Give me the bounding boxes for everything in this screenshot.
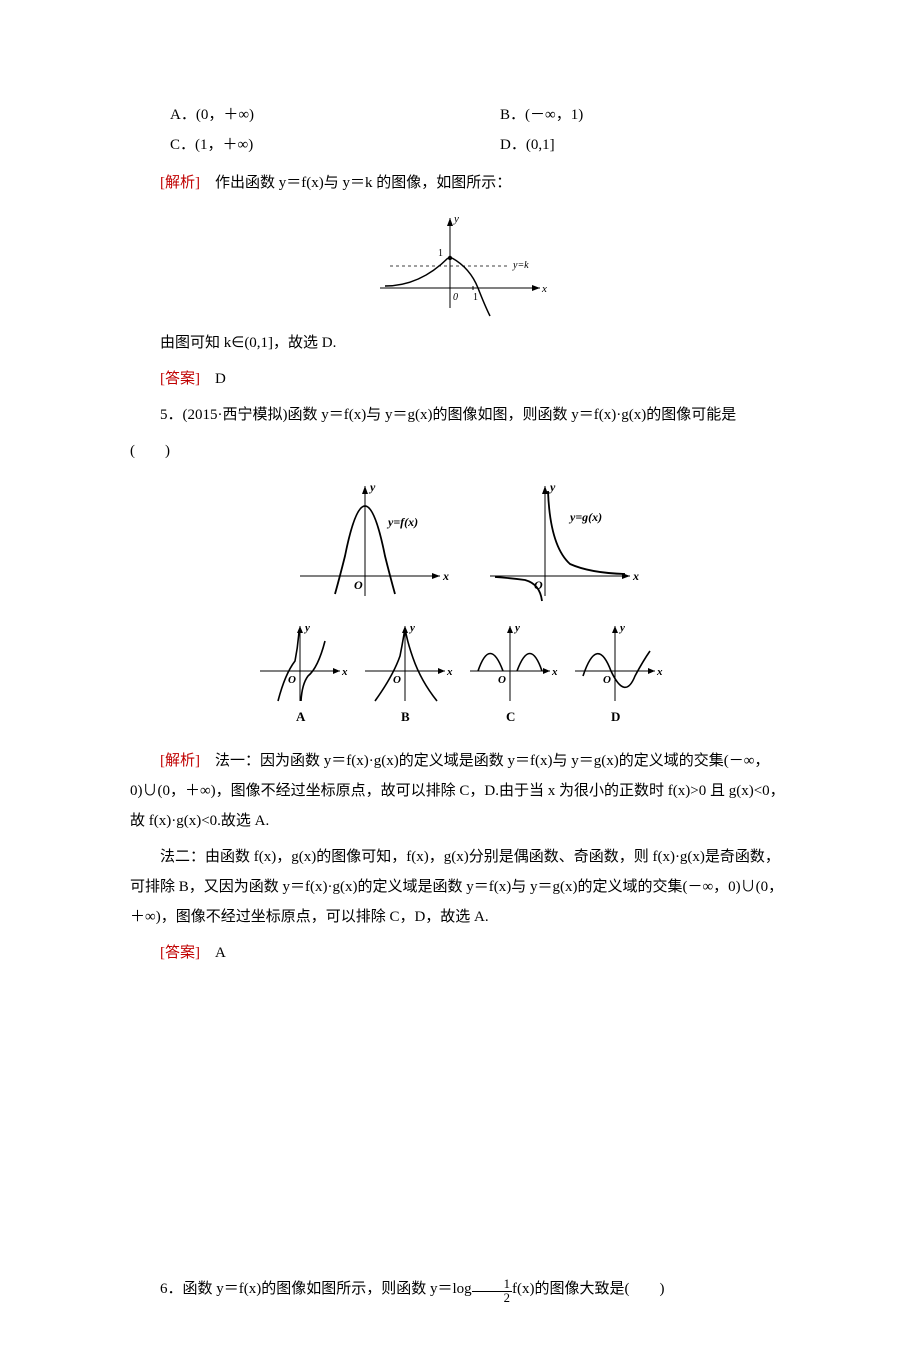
- q5t-x1: x: [442, 569, 449, 583]
- q5-stem: 5．(2015·西宁模拟)函数 y＝f(x)与 y＝g(x)的图像如图，则函数 …: [130, 400, 790, 430]
- q5o-D: D: [611, 709, 620, 724]
- q5-answer-value: A: [200, 945, 226, 961]
- q5o-xA: x: [341, 666, 348, 678]
- q5-mid: )函数 y＝f(x)与 y＝g(x)的图像如图，则函数 y＝f(x)·g(x)的…: [283, 407, 737, 423]
- q5o-yD: y: [618, 622, 625, 634]
- q4-k-label: y=k: [512, 260, 529, 271]
- q4-analysis-text: 作出函数 y＝f(x)与 y＝k 的图像，如图所示：: [200, 175, 511, 191]
- q5t-x2: x: [632, 569, 639, 583]
- q4-x-label: x: [541, 283, 547, 295]
- q4-tick1y: 1: [438, 248, 443, 259]
- q5-analysis-label: [解析]: [160, 753, 200, 769]
- q5o-C: C: [506, 709, 515, 724]
- q5o-OA: O: [288, 674, 296, 686]
- q4-conclusion: 由图可知 k∈(0,1]，故选 D.: [130, 328, 790, 358]
- q5o-OB: O: [393, 674, 401, 686]
- q5o-yB: y: [408, 622, 415, 634]
- q5-answer-label: [答案]: [160, 945, 200, 961]
- q4-tick1x: 1: [473, 292, 478, 303]
- q5o-xD: x: [656, 666, 663, 678]
- q5o-B: B: [401, 709, 410, 724]
- q5-method1: [解析] 法一：因为函数 y＝f(x)·g(x)的定义域是函数 y＝f(x)与 …: [130, 746, 790, 836]
- q6-log-num: 1: [472, 1278, 512, 1292]
- q4-diagram: y x y=k 1 0 1: [130, 208, 790, 318]
- answer-label: [答案]: [160, 371, 200, 387]
- q5o-OD: O: [603, 674, 611, 686]
- q5-source: 西宁模拟: [223, 406, 283, 423]
- q5o-OC: O: [498, 674, 506, 686]
- q6-stem: 6．函数 y＝f(x)的图像如图所示，则函数 y＝log 1 2 f(x)的图像…: [130, 1274, 790, 1305]
- q6-log-den: 2: [472, 1292, 512, 1305]
- q4-opt-C: C．(1，＋∞): [130, 130, 460, 160]
- q5t-y1: y: [368, 480, 376, 494]
- q4-opt-B: B．(－∞，1): [460, 100, 790, 130]
- q5o-A: A: [296, 709, 306, 724]
- q5o-yA: y: [303, 622, 310, 634]
- blank-gap: [130, 974, 790, 1254]
- q4-opt-D: D．(0,1]: [460, 130, 790, 160]
- q4-tick0: 0: [453, 292, 458, 303]
- q5-method2: 法二：由函数 f(x)，g(x)的图像可知，f(x)，g(x)分别是偶函数、奇函…: [130, 842, 790, 932]
- q5t-flabel: y=f(x): [386, 515, 418, 529]
- q5-method1-text: 法一：因为函数 y＝f(x)·g(x)的定义域是函数 y＝f(x)与 y＝g(x…: [130, 753, 785, 829]
- q5-answer: [答案] A: [130, 938, 790, 968]
- q4-y-label: y: [453, 213, 459, 225]
- q4-answer: [答案] D: [130, 364, 790, 394]
- q5-prefix: 5．(2015·: [160, 407, 223, 423]
- q5-top-figures: y x O y=f(x) y x O y=g(x): [130, 476, 790, 606]
- analysis-label: [解析]: [160, 175, 200, 191]
- q6-prefix: 6．函数 y＝f(x)的图像如图所示，则函数 y＝log: [160, 1281, 472, 1297]
- q5t-y2: y: [548, 480, 556, 494]
- q6-suffix: f(x)的图像大致是( ): [512, 1281, 664, 1297]
- q5o-yC: y: [513, 622, 520, 634]
- q5-option-figures: y x O A y x O B y: [130, 616, 790, 736]
- q5t-O1: O: [354, 578, 363, 592]
- q5t-glabel: y=g(x): [568, 510, 602, 524]
- q5o-xC: x: [551, 666, 558, 678]
- q4-answer-value: D: [200, 371, 226, 387]
- q4-analysis: [解析] 作出函数 y＝f(x)与 y＝k 的图像，如图所示：: [130, 168, 790, 198]
- q5-paren: ( ): [130, 436, 790, 466]
- q4-options: A．(0，＋∞) B．(－∞，1) C．(1，＋∞) D．(0,1]: [130, 100, 790, 160]
- q5o-xB: x: [446, 666, 453, 678]
- q4-opt-A: A．(0，＋∞): [130, 100, 460, 130]
